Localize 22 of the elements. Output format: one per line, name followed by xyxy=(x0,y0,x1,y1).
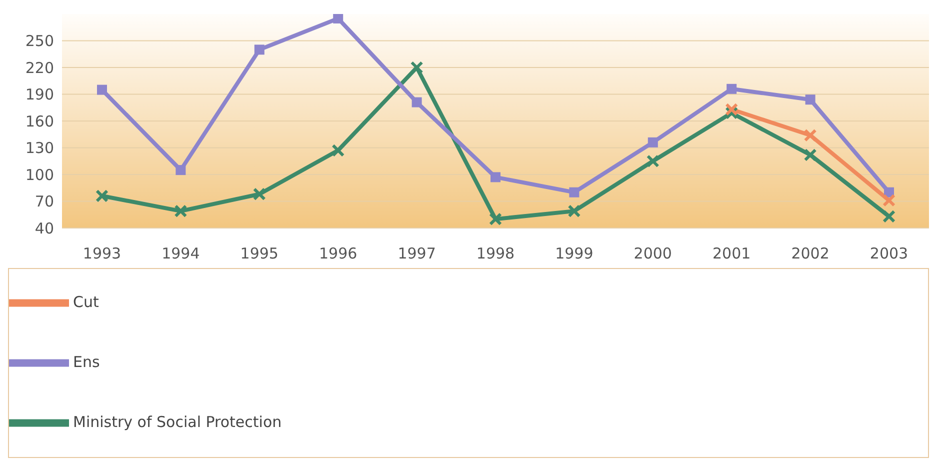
x-tick-label: 2003 xyxy=(870,244,908,263)
x-tick-label: 1998 xyxy=(476,244,515,263)
x-tick-label: 1999 xyxy=(555,244,594,263)
y-tick-label: 220 xyxy=(25,58,54,77)
x-tick-label: 2000 xyxy=(634,244,672,263)
x-tick-label: 2002 xyxy=(791,244,830,263)
x-tick-label: 2001 xyxy=(712,244,751,263)
y-tick-label: 250 xyxy=(25,32,54,50)
legend-label: Ministry of Social Protection xyxy=(73,413,282,432)
x-tick-label: 1997 xyxy=(398,244,436,263)
y-tick-label: 160 xyxy=(25,112,54,130)
x-tick-label: 1996 xyxy=(319,244,358,263)
y-tick-label: 130 xyxy=(25,139,54,158)
y-tick-label: 70 xyxy=(34,192,54,211)
x-tick-label: 1995 xyxy=(240,244,278,263)
y-tick-label: 40 xyxy=(34,219,54,238)
x-tick-label: 1993 xyxy=(82,244,122,263)
y-tick-label: 100 xyxy=(25,166,54,184)
y-tick-label: 190 xyxy=(25,86,54,104)
legend-label: Ens xyxy=(73,353,100,372)
x-tick-label: 1994 xyxy=(162,244,200,263)
legend-label: Cut xyxy=(73,293,99,312)
